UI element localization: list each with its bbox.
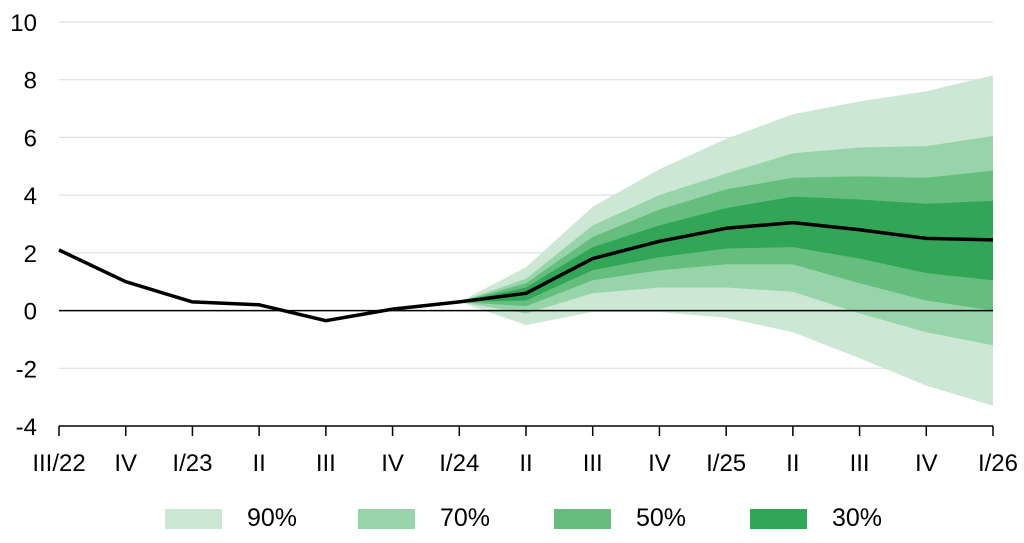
y-tick-label: 8 <box>24 68 37 95</box>
y-tick-label: -4 <box>16 414 37 441</box>
x-tick-label: III <box>583 450 603 477</box>
x-tick-label: III <box>316 450 336 477</box>
x-tick-label: IV <box>114 450 137 477</box>
legend-swatch-30 <box>750 509 807 529</box>
y-tick-label: 4 <box>24 183 37 210</box>
x-tick-label: I/23 <box>172 450 212 477</box>
x-tick-label: III/22 <box>32 450 85 477</box>
y-axis: -4 -2 0 2 4 6 8 10 <box>10 10 37 441</box>
y-tick-label: 10 <box>10 10 37 37</box>
x-axis: III/22 IV I/23 II III IV I/24 II III IV I/25 II III I… <box>32 425 1018 477</box>
x-tick-label: IV <box>648 450 671 477</box>
fan-bands <box>459 75 993 406</box>
x-tick-label: IV <box>915 450 938 477</box>
legend-label-70: 70% <box>440 504 491 532</box>
legend-swatch-50 <box>554 509 611 529</box>
legend-label-50: 50% <box>636 504 687 532</box>
y-tick-label: 0 <box>24 299 37 326</box>
y-tick-label: 2 <box>24 241 37 268</box>
central-line-path <box>58 220 994 323</box>
x-tick-label: II <box>252 450 265 477</box>
legend-label-30: 30% <box>832 504 883 532</box>
central-projection-line <box>58 220 994 323</box>
fan-band-30 <box>459 196 993 302</box>
y-tick-label: 6 <box>24 125 37 152</box>
x-tick-label: II <box>786 450 799 477</box>
x-tick-label: I/25 <box>706 450 746 477</box>
y-tick-label: -2 <box>16 356 37 383</box>
grid-lines <box>59 21 993 369</box>
legend-swatch-70 <box>358 509 415 529</box>
x-tick-label: III <box>850 450 870 477</box>
legend-label-90: 90% <box>247 504 298 532</box>
x-tick-label: I/24 <box>439 450 479 477</box>
x-tick-label: IV <box>381 450 404 477</box>
x-tick-label: I/26 <box>978 450 1018 477</box>
legend: 90% 70% 50% 30% <box>0 500 1024 540</box>
legend-swatch-90 <box>165 509 222 529</box>
x-tick-label: II <box>519 450 532 477</box>
